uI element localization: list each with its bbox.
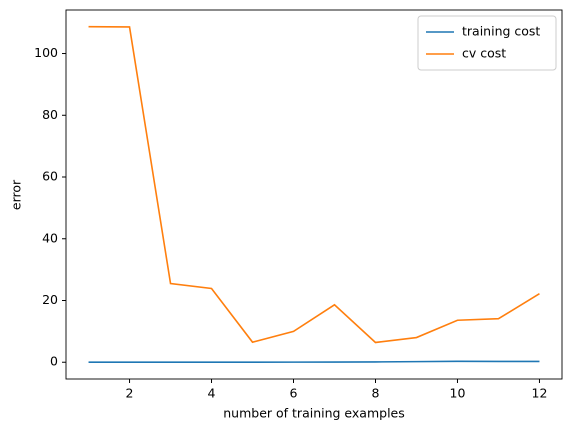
x-tick-label: 8 — [372, 386, 380, 401]
y-tick-label: 60 — [42, 169, 58, 184]
x-tick-label: 6 — [290, 386, 298, 401]
x-tick-label: 4 — [208, 386, 216, 401]
legend-label: training cost — [462, 24, 540, 39]
x-tick-label: 12 — [532, 386, 548, 401]
line — [88, 360, 540, 364]
line — [88, 25, 540, 344]
x-tick-label: 2 — [126, 386, 134, 401]
y-tick-label: 0 — [50, 354, 58, 369]
y-axis-label: error — [9, 179, 24, 210]
x-axis-label: number of training examples — [223, 406, 405, 421]
legend-label: cv cost — [462, 46, 506, 61]
plot-frame — [65, 9, 563, 380]
legend-box — [417, 15, 557, 71]
y-tick-label: 40 — [42, 230, 58, 245]
y-tick-label: 100 — [34, 45, 58, 60]
x-tick-label: 10 — [450, 386, 466, 401]
y-tick-label: 80 — [42, 107, 58, 122]
y-tick-label: 20 — [42, 292, 58, 307]
